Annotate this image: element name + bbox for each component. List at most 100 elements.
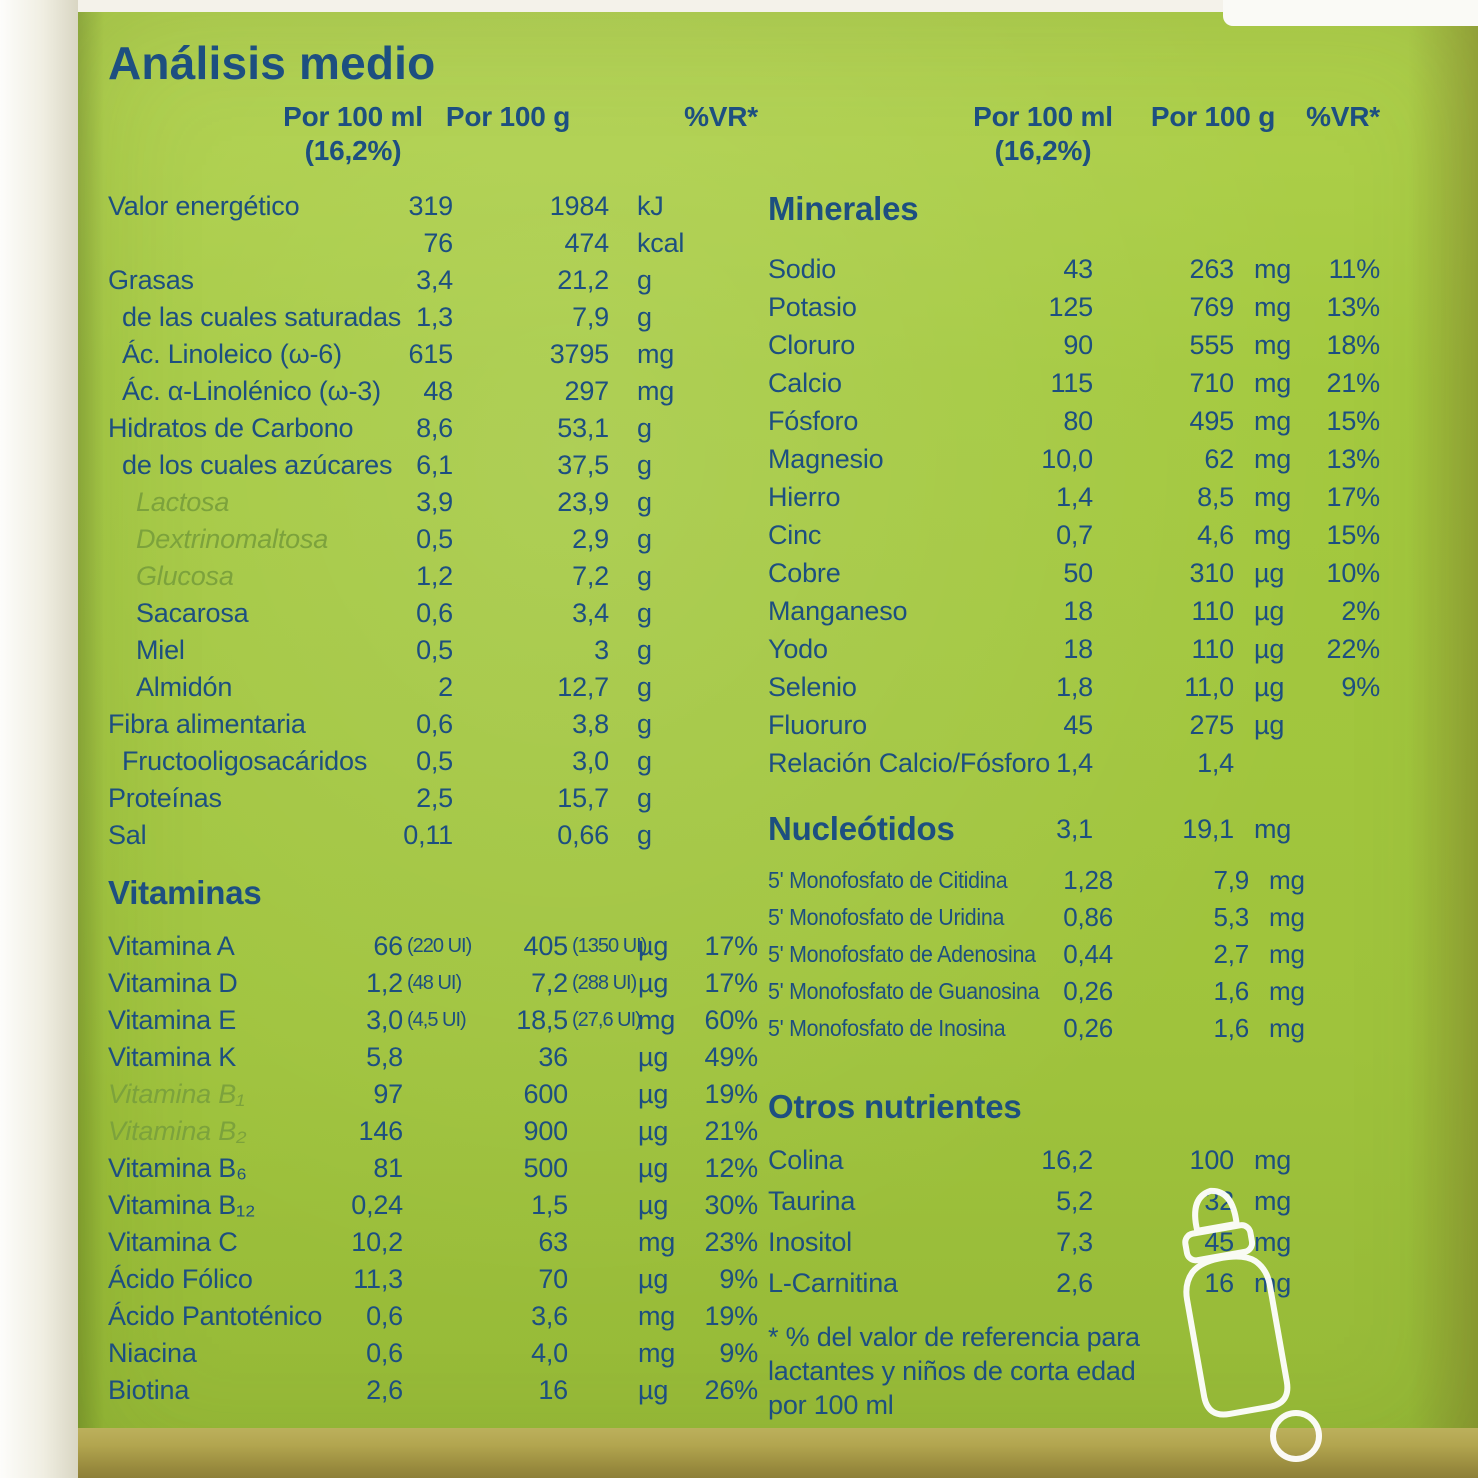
iu-value-per-100g: (27,6 UI) — [572, 1009, 642, 1031]
value-per-100ml: 10,2 — [351, 1227, 403, 1257]
table-row: Hierro 1,4 8,5 mg 17% — [768, 478, 1388, 516]
row-label: Selenio — [768, 671, 857, 702]
row-label: Grasas — [108, 265, 194, 295]
table-row: Grasas 3,4 21,2 g — [108, 262, 768, 299]
value-per-100ml: 0,6 — [366, 1338, 403, 1368]
value-per-100g: 8,5 — [1197, 481, 1234, 512]
row-label: Fructooligosacáridos — [122, 746, 368, 776]
unit-label: mg — [1269, 1013, 1305, 1043]
label-bottom-band — [78, 1428, 1478, 1478]
value-per-100g: 4,6 — [1197, 519, 1234, 550]
table-row: Glucosa 1,2 7,2 g — [108, 558, 768, 595]
unit-label: mg — [638, 1301, 676, 1331]
unit-label: mg — [1254, 1227, 1292, 1257]
nucleotides-table: 5' Monofosfato de Citidina 1,28 7,9 mg 5' Mo… — [768, 862, 1388, 1047]
table-row: Vitamina B₁₂ 0,24 1,5 µg 30% — [108, 1187, 788, 1224]
unit-label: µg — [638, 1190, 669, 1220]
row-label: Sacarosa — [136, 598, 249, 628]
row-label: Calcio — [768, 367, 842, 398]
row-label: 5' Monofosfato de Uridina — [768, 904, 1005, 930]
table-row: Yodo 18 110 µg 22% — [768, 630, 1388, 668]
col-header-per-100g: Por 100 g — [1138, 100, 1288, 134]
value-per-100ml: 2,6 — [366, 1375, 403, 1405]
vitamins-table: Vitamina A 66 (220 UI) 405 (1350 UI) µg 17% Vit… — [108, 928, 788, 1409]
iu-value-per-100ml: (220 UI) — [407, 935, 472, 957]
row-label: Vitamina K — [108, 1042, 237, 1072]
value-per-100g: 110 — [1191, 633, 1235, 664]
value-per-100ml: 615 — [408, 339, 454, 369]
vr-percent: 60% — [704, 1005, 759, 1035]
unit-label: g — [637, 783, 652, 813]
value-per-100ml: 50 — [1063, 557, 1093, 588]
value-per-100g: 4,0 — [531, 1338, 568, 1368]
value-per-100ml: 3,4 — [416, 265, 453, 295]
unit-label: g — [637, 709, 652, 739]
value-per-100g: 5,3 — [1213, 902, 1249, 932]
table-row: Fósforo 80 495 mg 15% — [768, 402, 1388, 440]
col-header-vr-text: %VR* — [1306, 101, 1380, 132]
col-header-per-100g: Por 100 g — [438, 100, 578, 134]
value-per-100g: 110 — [1191, 595, 1235, 626]
unit-label: mg — [1254, 813, 1292, 844]
row-label: Sal — [108, 820, 147, 850]
row-label: Hidratos de Carbono — [108, 413, 354, 443]
unit-label: mg — [637, 376, 675, 406]
value-per-100g: 275 — [1189, 709, 1235, 740]
table-row: Biotina 2,6 16 µg 26% — [108, 1372, 788, 1409]
table-row: Sal 0,11 0,66 g — [108, 817, 768, 854]
unit-label: kJ — [637, 191, 664, 221]
value-per-100ml: 0,24 — [351, 1190, 403, 1220]
row-label: Cobre — [768, 557, 841, 588]
value-per-100ml: 0,11 — [403, 820, 453, 850]
unit-label: g — [637, 524, 652, 554]
row-label: 5' Monofosfato de Adenosina — [768, 941, 1036, 967]
col-header-vr: %VR* — [1298, 100, 1380, 134]
unit-label: µg — [1254, 709, 1285, 740]
value-per-100ml: 0,7 — [1056, 519, 1093, 550]
unit-label: mg — [1254, 1186, 1292, 1216]
row-label: Potasio — [768, 291, 857, 322]
col-header-per-100ml: Por 100 ml (16,2%) — [258, 100, 448, 168]
row-label: Manganeso — [768, 595, 908, 626]
value-per-100ml: 2 — [438, 672, 453, 702]
unit-label: µg — [638, 931, 669, 961]
table-row: Almidón 2 12,7 g — [108, 669, 768, 706]
col-header-dilution: (16,2%) — [994, 135, 1092, 166]
unit-label: mg — [1254, 291, 1292, 322]
row-label: Sodio — [768, 253, 837, 284]
row-label: Fibra alimentaria — [108, 709, 306, 739]
unit-label: kcal — [637, 228, 685, 258]
row-label: Magnesio — [768, 443, 884, 474]
table-row: Valor energético 319 1984 kJ — [108, 188, 768, 225]
row-label: Vitamina B₁ — [108, 1079, 245, 1109]
value-per-100g: 36 — [538, 1042, 568, 1072]
value-per-100ml: 0,26 — [1063, 1013, 1113, 1043]
value-per-100g: 474 — [564, 228, 610, 258]
row-label: Inositol — [768, 1227, 852, 1257]
value-per-100ml: 10,0 — [1041, 443, 1093, 474]
value-per-100ml: 1,3 — [416, 302, 453, 332]
vr-percent: 17% — [1326, 481, 1381, 512]
value-per-100ml: 43 — [1063, 253, 1093, 284]
table-row: Proteínas 2,5 15,7 g — [108, 780, 768, 817]
table-row: Vitamina K 5,8 36 µg 49% — [108, 1039, 788, 1076]
col-header-per-100g-text: Por 100 g — [1150, 101, 1276, 132]
vr-percent: 21% — [704, 1116, 759, 1146]
vr-percent: 23% — [704, 1227, 759, 1257]
table-row: Miel 0,5 3 g — [108, 632, 768, 669]
unit-label: mg — [1254, 329, 1292, 360]
table-row: Ácido Pantoténico 0,6 3,6 mg 19% — [108, 1298, 788, 1335]
value-per-100ml: 18 — [1063, 595, 1093, 626]
value-per-100g: 1,5 — [531, 1190, 568, 1220]
value-per-100ml: 76 — [423, 228, 453, 258]
value-per-100ml: 2,5 — [416, 783, 453, 813]
table-row: 5' Monofosfato de Citidina 1,28 7,9 mg — [768, 862, 1388, 899]
row-label: 5' Monofosfato de Guanosina — [768, 978, 1040, 1004]
row-label: Miel — [136, 635, 185, 665]
value-per-100ml: 3,1 — [1056, 813, 1093, 844]
row-label: Taurina — [768, 1186, 856, 1216]
vr-percent: 12% — [704, 1153, 759, 1183]
vr-percent: 22% — [1326, 633, 1381, 664]
value-per-100g: 555 — [1189, 329, 1235, 360]
table-row: Vitamina B₆ 81 500 µg 12% — [108, 1150, 788, 1187]
